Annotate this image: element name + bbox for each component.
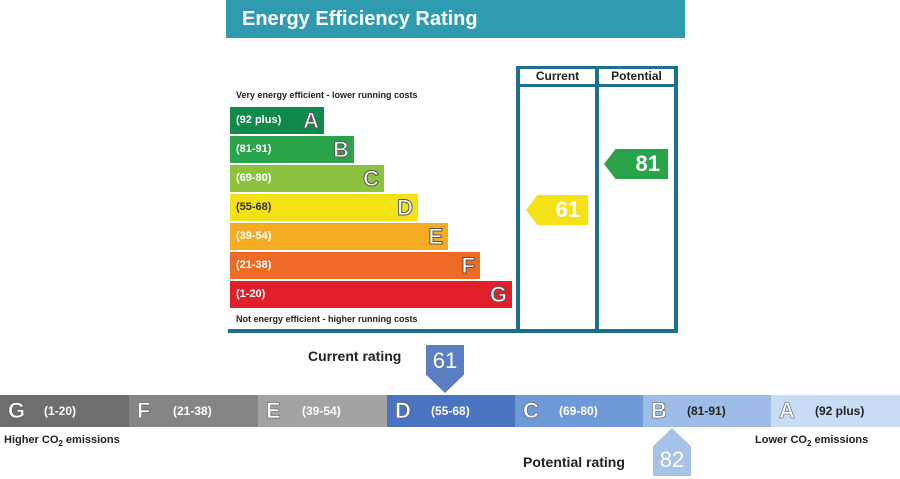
co2-band-f: F (21-38) bbox=[129, 395, 258, 427]
band-range: (21-38) bbox=[236, 259, 272, 271]
frame-right bbox=[674, 68, 678, 332]
band-letter: D bbox=[397, 195, 414, 221]
co2-band-range: (92 plus) bbox=[815, 404, 865, 418]
frame-left bbox=[516, 68, 520, 332]
band-c: (69-80) C bbox=[230, 165, 384, 192]
co2-band-a: A (92 plus) bbox=[771, 395, 900, 427]
co2-band-range: (69-80) bbox=[559, 404, 598, 418]
frame-middle bbox=[595, 68, 599, 332]
note-bottom: Not energy efficient - higher running co… bbox=[236, 314, 418, 324]
current-rating-pointer: 61 bbox=[426, 345, 464, 393]
note-top: Very energy efficient - lower running co… bbox=[236, 90, 418, 100]
column-current-header: Current bbox=[535, 69, 580, 83]
band-a: (92 plus) A bbox=[230, 107, 324, 134]
band-range: (69-80) bbox=[236, 172, 272, 184]
potential-rating-pointer: 82 bbox=[653, 428, 691, 476]
band-range: (92 plus) bbox=[236, 114, 282, 126]
current-rating-arrow: 61 bbox=[526, 195, 588, 225]
co2-band-letter: C bbox=[523, 398, 539, 424]
co2-band-letter: E bbox=[266, 398, 281, 424]
band-letter: E bbox=[428, 224, 444, 250]
co2-band-letter: G bbox=[8, 398, 26, 424]
band-range: (1-20) bbox=[236, 288, 266, 300]
lower-co2-label: Lower CO2 emissions bbox=[755, 434, 869, 449]
co2-band-range: (1-20) bbox=[44, 404, 77, 418]
co2-band-b: B (81-91) bbox=[643, 395, 772, 427]
co2-band-c: C (69-80) bbox=[515, 395, 644, 427]
co2-band-range: (21-38) bbox=[173, 404, 212, 418]
co2-band-range: (55-68) bbox=[431, 404, 470, 418]
potential-rating-label: Potential rating bbox=[523, 454, 625, 470]
co2-band-range: (39-54) bbox=[302, 404, 341, 418]
band-letter: B bbox=[333, 137, 350, 163]
co2-band-e: E (39-54) bbox=[258, 395, 387, 427]
band-d: (55-68) D bbox=[230, 194, 418, 221]
band-letter: F bbox=[461, 253, 475, 279]
column-potential-header: Potential bbox=[611, 69, 662, 83]
frame-bottom bbox=[228, 329, 678, 333]
co2-band-letter: B bbox=[651, 398, 667, 424]
higher-co2-label: Higher CO2 emissions bbox=[4, 434, 120, 449]
band-range: (39-54) bbox=[236, 230, 272, 242]
co2-band-letter: A bbox=[779, 398, 795, 424]
band-e: (39-54) E bbox=[230, 223, 448, 250]
band-f: (21-38) F bbox=[230, 252, 480, 279]
current-rating-label: Current rating bbox=[308, 348, 402, 364]
potential-rating-arrow: 81 bbox=[604, 149, 668, 179]
band-range: (55-68) bbox=[236, 201, 272, 213]
band-letter: G bbox=[489, 282, 507, 308]
co2-band-letter: D bbox=[395, 398, 411, 424]
co2-band-range: (81-91) bbox=[687, 404, 726, 418]
band-letter: C bbox=[363, 166, 380, 192]
band-letter: A bbox=[303, 108, 320, 134]
frame-top bbox=[516, 66, 678, 69]
band-range: (81-91) bbox=[236, 143, 272, 155]
co2-band-d: D (55-68) bbox=[387, 395, 516, 427]
band-b: (81-91) B bbox=[230, 136, 354, 163]
co2-band-g: G (1-20) bbox=[0, 395, 129, 427]
epc-title: Energy Efficiency Rating bbox=[226, 0, 685, 38]
co2-band-letter: F bbox=[137, 398, 151, 424]
band-g: (1-20) G bbox=[230, 281, 512, 308]
